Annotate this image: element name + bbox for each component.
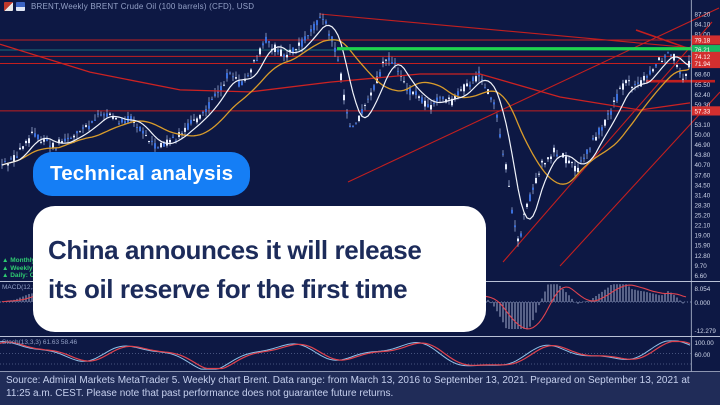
badge-label: Technical analysis [50, 162, 234, 185]
svg-text:8.054: 8.054 [695, 286, 711, 293]
chart-title-bar: BRENT,Weekly BRENT Crude Oil (100 barrel… [4, 2, 254, 11]
svg-text:59.30: 59.30 [695, 102, 711, 109]
chart-window-icon [4, 2, 13, 11]
trend-label-daily: ▲ Daily: Chan [2, 272, 34, 279]
svg-text:22.10: 22.10 [695, 223, 711, 230]
svg-text:9.70: 9.70 [695, 263, 708, 270]
trend-label-weekly: ▲ Weekly: Ch [2, 264, 34, 272]
headline-card: China announces it will release its oil … [33, 206, 486, 332]
svg-text:0.000: 0.000 [695, 300, 711, 307]
svg-text:65.50: 65.50 [695, 82, 711, 89]
stochastic-indicator-label: Stoch(13,3,3) 61.63 58.46 [2, 339, 78, 346]
svg-text:19.00: 19.00 [695, 233, 711, 240]
svg-text:57.33: 57.33 [695, 108, 711, 115]
chart-symbol-title: BRENT,Weekly BRENT Crude Oil (100 barrel… [31, 2, 255, 11]
svg-text:12.80: 12.80 [695, 253, 711, 260]
headline-line-2: its oil reserve for the first time [48, 274, 408, 304]
svg-text:76.21: 76.21 [695, 47, 711, 54]
svg-text:46.90: 46.90 [695, 142, 711, 149]
svg-text:71.94: 71.94 [695, 61, 711, 68]
macd-indicator-label: MACD(12,26,1) 2.04 8.05 [2, 284, 33, 291]
svg-text:62.40: 62.40 [695, 92, 711, 99]
svg-text:79.18: 79.18 [695, 37, 711, 44]
svg-text:81.00: 81.00 [695, 32, 711, 39]
headline-line-1: China announces it will release [48, 235, 422, 265]
trend-label-monthly: ▲ Monthly: Ch [2, 257, 34, 264]
svg-text:40.70: 40.70 [695, 162, 711, 169]
svg-text:25.20: 25.20 [695, 213, 711, 220]
svg-text:15.90: 15.90 [695, 243, 711, 250]
svg-text:100.00: 100.00 [695, 340, 715, 347]
trend-indicator-labels: ▲ Monthly: Ch ▲ Weekly: Ch ▲ Daily: Chan [2, 257, 34, 280]
svg-text:74.12: 74.12 [695, 54, 711, 61]
svg-text:68.60: 68.60 [695, 72, 711, 79]
svg-text:34.50: 34.50 [695, 182, 711, 189]
svg-text:28.30: 28.30 [695, 202, 711, 209]
source-caption-text: Source: Admiral Markets MetaTrader 5. We… [6, 375, 690, 399]
svg-text:31.40: 31.40 [695, 192, 711, 199]
svg-text:50.00: 50.00 [695, 132, 711, 139]
svg-text:37.60: 37.60 [695, 172, 711, 179]
svg-text:60.00: 60.00 [695, 352, 711, 359]
svg-text:43.80: 43.80 [695, 152, 711, 159]
svg-text:84.10: 84.10 [695, 21, 711, 28]
symbol-flag-icon [16, 2, 25, 11]
source-caption-bar: Source: Admiral Markets MetaTrader 5. We… [0, 372, 720, 405]
svg-text:87.20: 87.20 [695, 11, 711, 18]
technical-analysis-badge: Technical analysis [33, 152, 251, 196]
svg-text:53.10: 53.10 [695, 122, 711, 129]
svg-text:6.60: 6.60 [695, 273, 708, 280]
svg-text:-12.279: -12.279 [695, 328, 717, 335]
